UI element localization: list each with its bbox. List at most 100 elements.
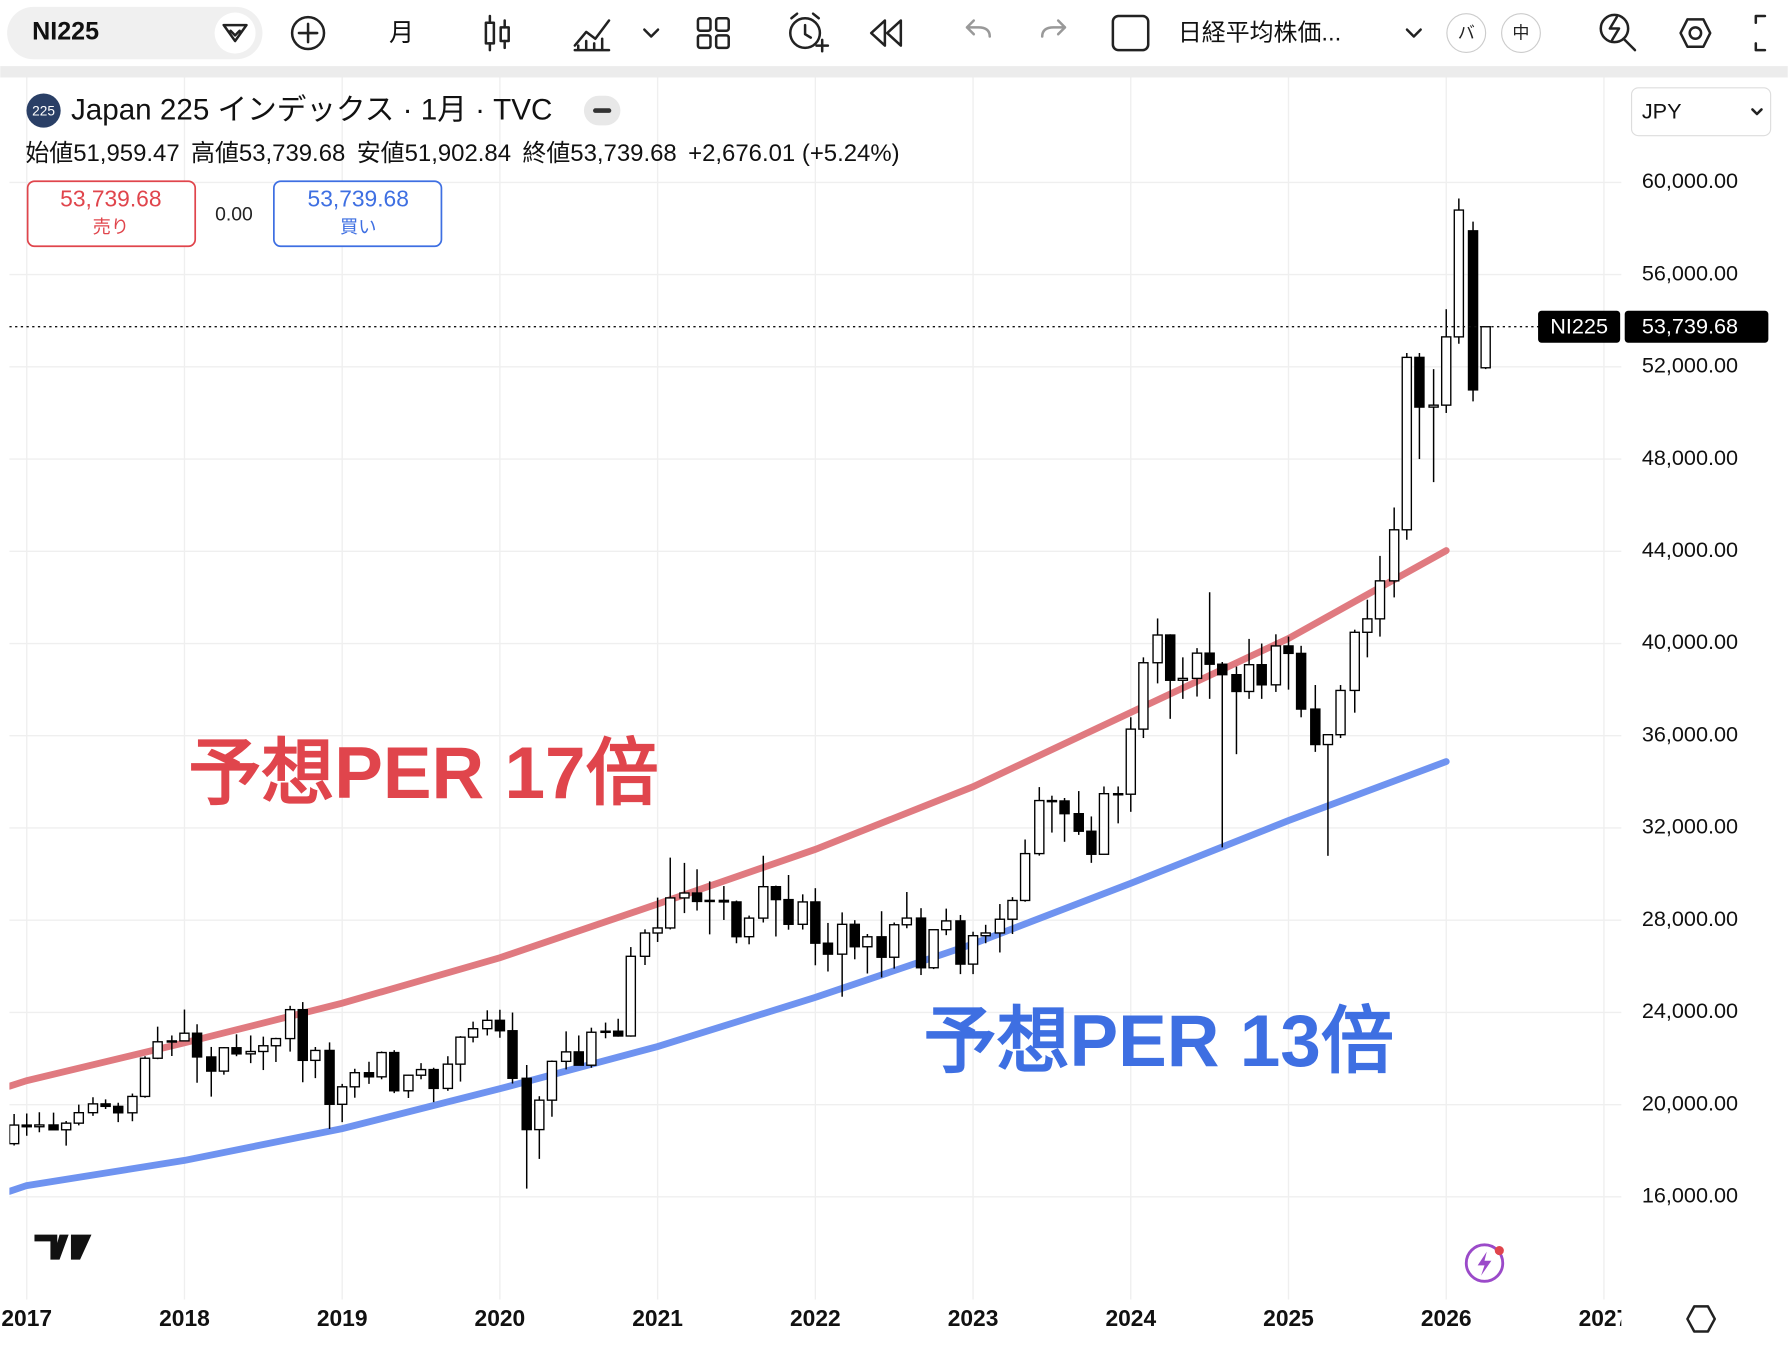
alert-button[interactable] — [789, 12, 830, 53]
candle-body — [139, 1057, 151, 1098]
candle-body — [546, 1060, 558, 1101]
layout-button[interactable] — [696, 16, 730, 50]
annotation: 予想PER 13倍 — [924, 1001, 1394, 1082]
candle-body — [388, 1051, 400, 1092]
candle-body — [1414, 356, 1425, 408]
y-tick-label: 36,000.00 — [1642, 721, 1738, 746]
spread: 0.00 — [215, 204, 253, 226]
candle-body — [1164, 634, 1176, 681]
candle-body — [48, 1124, 59, 1131]
y-tick-label: 44,000.00 — [1642, 537, 1738, 562]
candle-body — [349, 1072, 361, 1088]
candle-body — [770, 886, 782, 901]
candle-body — [836, 923, 848, 955]
candle-body — [245, 1050, 256, 1055]
price-tag-label: 53,739.68 — [1642, 314, 1738, 339]
x-tick-label: 2022 — [790, 1305, 841, 1331]
candle-body — [743, 917, 755, 938]
checkbox[interactable] — [1111, 14, 1150, 52]
y-tick-label: 28,000.00 — [1642, 906, 1738, 931]
candle-body — [1295, 652, 1307, 710]
x-tick-label: 2024 — [1105, 1305, 1156, 1331]
candle-body — [1270, 645, 1282, 686]
undo-button[interactable] — [965, 19, 992, 38]
candle-body — [783, 898, 794, 925]
candle-body — [1322, 734, 1334, 746]
settings-button[interactable] — [1679, 18, 1712, 48]
candle-body — [9, 1124, 20, 1145]
y-tick-label: 60,000.00 — [1642, 168, 1738, 193]
candle-body — [1256, 664, 1267, 686]
redo-button[interactable] — [1040, 19, 1067, 38]
dropdown-caret[interactable] — [643, 28, 660, 38]
candle-body — [482, 1019, 493, 1030]
badge — [1494, 1245, 1504, 1256]
dropdown-caret[interactable] — [1405, 28, 1422, 38]
candle-body — [60, 1122, 72, 1131]
symbol: NI225 — [32, 18, 99, 46]
candle-body — [1362, 618, 1373, 633]
candle-body — [928, 929, 939, 969]
x-tick-label: 2023 — [948, 1305, 999, 1331]
candle-body — [403, 1074, 414, 1092]
indicator-name[interactable]: 日経平均株価... — [1178, 20, 1341, 47]
x-tick-label: 2020 — [475, 1305, 526, 1331]
candle-body — [797, 901, 808, 925]
candle-body — [849, 923, 861, 948]
candle-body — [455, 1036, 466, 1065]
fullscreen-button[interactable] — [1754, 14, 1767, 52]
candle-body — [310, 1049, 321, 1062]
currency-select[interactable] — [1630, 87, 1772, 137]
candle-body — [363, 1072, 375, 1078]
lightning-button[interactable] — [1464, 1243, 1505, 1283]
candle-body — [467, 1028, 479, 1038]
icon — [222, 23, 248, 43]
indicators-button[interactable] — [573, 19, 611, 52]
sell-button[interactable] — [26, 180, 197, 248]
annotation: 予想PER 17倍 — [188, 733, 658, 814]
compare-button[interactable] — [214, 12, 256, 54]
grid — [9, 77, 1622, 1300]
buy-label: 買い — [340, 216, 376, 237]
axes: 2017 2018 2019 2020 2021 2022 2023 2024 2025 2026… — [1, 168, 1769, 1331]
value: 51,902.84 — [405, 140, 511, 167]
x-tick-label: 2025 — [1263, 1305, 1314, 1331]
candle-body — [862, 936, 873, 948]
candle-body — [612, 1030, 624, 1037]
add-button[interactable] — [290, 15, 326, 51]
candle-body — [1401, 356, 1413, 531]
candle-body — [127, 1095, 138, 1114]
candle-body — [888, 924, 900, 958]
candle-body — [21, 1124, 32, 1128]
candle-body — [284, 1008, 296, 1040]
quick-search-button[interactable] — [1599, 13, 1637, 52]
symbol-search[interactable] — [7, 6, 263, 60]
candle-body — [521, 1077, 532, 1131]
per-line — [9, 758, 1450, 1195]
icon — [1477, 1251, 1492, 1276]
candle-body — [967, 935, 979, 965]
ohlc-legend: 始値51,959.47 高値53,739.68 安値51,902.84 終値53,73… — [25, 140, 899, 167]
candle-body — [1283, 645, 1294, 655]
option-label: 中 — [1512, 24, 1529, 43]
candle-body — [1019, 852, 1031, 902]
option-button[interactable] — [1446, 13, 1487, 54]
candle-body — [1152, 634, 1163, 664]
candle-body — [297, 1008, 308, 1062]
candle-body — [1034, 799, 1045, 855]
interval-button[interactable]: 月 — [389, 19, 414, 47]
candle-body — [179, 1032, 190, 1042]
candle-body — [494, 1019, 506, 1032]
candle-body — [112, 1105, 124, 1114]
buy-button[interactable] — [273, 180, 443, 248]
settings-button[interactable] — [1686, 1305, 1717, 1333]
candle-body — [758, 886, 769, 919]
label: 安値 — [357, 140, 405, 167]
x-tick-label: 2026 — [1421, 1305, 1472, 1331]
replay-button[interactable] — [869, 19, 903, 47]
option-button[interactable] — [1501, 13, 1541, 54]
candle-body — [428, 1068, 439, 1090]
candle-body — [166, 1040, 178, 1043]
chart-type-button[interactable] — [484, 14, 510, 52]
